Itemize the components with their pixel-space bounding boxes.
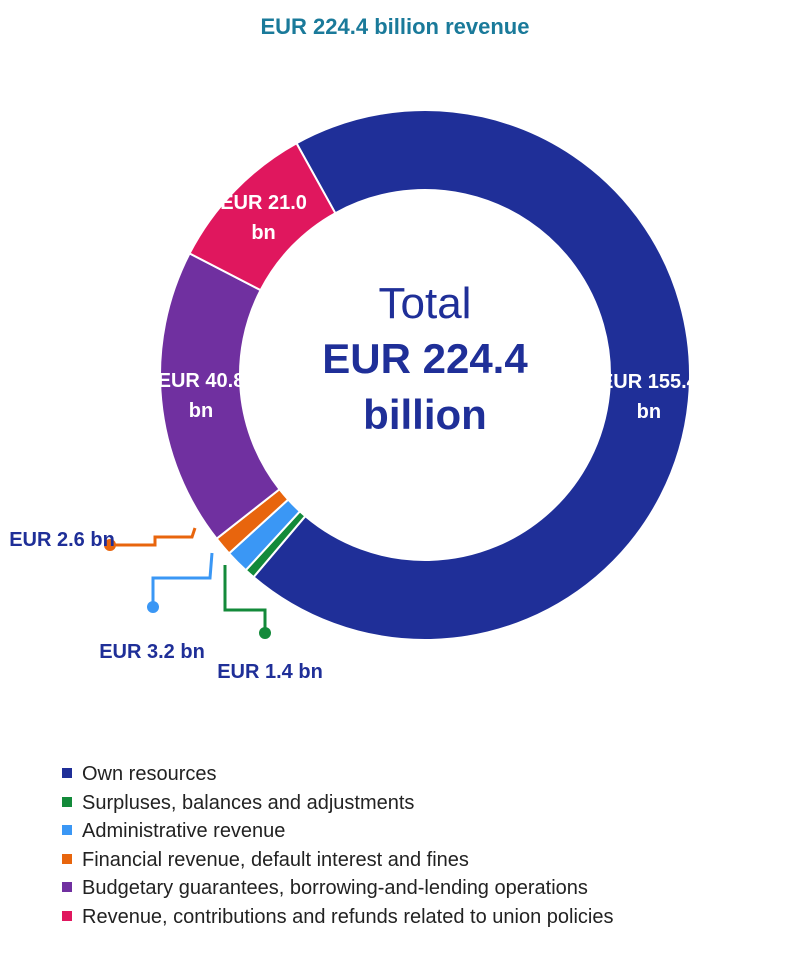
- legend-item: Revenue, contributions and refunds relat…: [62, 903, 613, 932]
- leader-lines: [104, 527, 271, 639]
- leader-dot: [147, 601, 159, 613]
- legend-swatch: [62, 853, 72, 864]
- legend-swatch: [62, 910, 72, 921]
- legend-item: Financial revenue, default interest and …: [62, 846, 613, 875]
- data-label: EUR 40.8 bn: [157, 370, 245, 423]
- legend-item: Surpluses, balances and adjustments: [62, 789, 613, 818]
- data-label: EUR 2.6 bn: [9, 529, 115, 551]
- data-label: EUR 155.4 bn: [599, 371, 698, 424]
- center-text: Total EUR 224.4 billion: [300, 277, 550, 443]
- legend-swatch: [62, 768, 72, 778]
- data-label: EUR 3.2 bn: [99, 641, 205, 663]
- center-line: Total: [378, 279, 472, 328]
- leader-line: [151, 552, 214, 605]
- chart-title: EUR 224.4 billion revenue: [260, 14, 530, 39]
- legend-swatch: [62, 825, 72, 835]
- legend-label: Budgetary guarantees, borrowing-and-lend…: [82, 877, 588, 899]
- legend-label: Administrative revenue: [82, 820, 286, 842]
- legend-swatch: [62, 796, 72, 807]
- leader-line: [223, 565, 267, 632]
- leader-dot: [104, 539, 116, 551]
- legend-item: Own resources: [62, 760, 613, 789]
- legend-item: Administrative revenue: [62, 817, 613, 846]
- legend-label: Revenue, contributions and refunds relat…: [82, 905, 614, 928]
- leader-dot: [259, 627, 271, 639]
- center-line: EUR 224.4 billion: [322, 335, 528, 438]
- data-label: EUR 21.0 bn: [220, 192, 307, 245]
- legend-swatch: [62, 882, 72, 892]
- legend-label: Surpluses, balances and adjustments: [82, 791, 415, 814]
- donut-slice: [188, 141, 337, 292]
- legend: Own resources Surpluses, balances and adj…: [62, 760, 613, 931]
- donut-slice: [252, 109, 691, 641]
- data-label: EUR 1.4 bn: [217, 661, 323, 683]
- leader-line: [110, 527, 197, 547]
- legend-label: Financial revenue, default interest and …: [82, 848, 469, 871]
- legend-item: Budgetary guarantees, borrowing-and-lend…: [62, 874, 613, 903]
- legend-label: Own resources: [82, 763, 217, 785]
